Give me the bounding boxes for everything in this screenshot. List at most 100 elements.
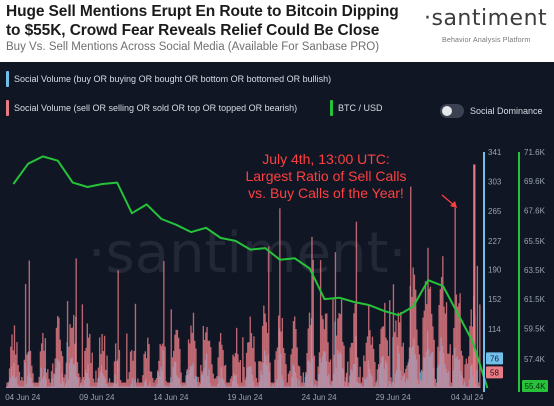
sell-volume-bar bbox=[8, 368, 11, 388]
sell-volume-bar bbox=[139, 382, 142, 388]
buy-last-value-badge: 76 bbox=[490, 354, 499, 363]
sell-volume-bar bbox=[13, 325, 16, 388]
sell-volume-bar bbox=[115, 343, 117, 388]
sell-volume-bar bbox=[186, 368, 188, 388]
sell-volume-bar bbox=[302, 372, 305, 388]
sell-volume-bar bbox=[454, 207, 456, 388]
btc-last-value-badge-bg bbox=[522, 380, 548, 392]
sell-volume-bar bbox=[227, 382, 229, 388]
sell-volume-bar bbox=[211, 364, 213, 388]
sell-volume-bar bbox=[80, 382, 82, 388]
price-axis-tick: 63.5K bbox=[524, 266, 546, 275]
sell-volume-bar bbox=[322, 319, 324, 388]
sell-volume-bar bbox=[356, 357, 359, 388]
sell-volume-bar bbox=[375, 382, 377, 388]
sell-volume-bar bbox=[321, 315, 323, 388]
social-dominance-toggle[interactable] bbox=[440, 104, 464, 118]
sell-volume-bar bbox=[426, 304, 428, 388]
sell-volume-bar bbox=[373, 348, 375, 388]
sell-volume-bar bbox=[275, 351, 277, 388]
sell-volume-bar bbox=[297, 365, 300, 388]
sell-volume-bar bbox=[340, 299, 343, 388]
sell-volume-bar bbox=[463, 378, 465, 388]
sell-volume-bar bbox=[381, 326, 384, 388]
sell-volume-bar bbox=[222, 350, 224, 388]
sell-volume-bar bbox=[444, 313, 446, 388]
sell-volume-bar bbox=[284, 353, 286, 388]
sell-volume-bar bbox=[60, 351, 63, 388]
annotation-callout: July 4th, 13:00 UTC: Largest Ratio of Se… bbox=[236, 151, 416, 202]
sell-volume-bar bbox=[253, 336, 255, 388]
sell-volume-bar bbox=[384, 302, 386, 388]
sell-volume-bar bbox=[434, 378, 437, 388]
sell-volume-bar bbox=[324, 313, 327, 388]
sell-volume-bar bbox=[296, 347, 298, 388]
sell-volume-bar bbox=[401, 346, 403, 388]
sell-volume-bar bbox=[7, 382, 9, 388]
sell-volume-bar bbox=[387, 355, 390, 388]
sell-volume-bar bbox=[268, 246, 270, 388]
sell-volume-bar bbox=[312, 259, 314, 388]
price-axis-tick: 59.5K bbox=[524, 324, 546, 333]
sell-volume-bar bbox=[255, 377, 258, 388]
sell-volume-bar bbox=[143, 353, 145, 388]
sell-volume-bar bbox=[337, 318, 339, 388]
sell-volume-bar bbox=[100, 353, 102, 388]
sell-volume-bar bbox=[61, 356, 64, 388]
volume-axis-tick: 152 bbox=[488, 295, 502, 304]
sell-volume-bar bbox=[29, 350, 32, 388]
time-axis-tick: 09 Jun 24 bbox=[79, 393, 115, 402]
sell-volume-bar bbox=[416, 329, 418, 388]
sell-volume-bar bbox=[76, 362, 79, 388]
sell-volume-bar bbox=[250, 333, 253, 388]
sell-volume-bar bbox=[379, 344, 381, 388]
sell-volume-bar bbox=[301, 382, 303, 388]
sell-volume-bar bbox=[39, 351, 42, 388]
sell-volume-bar bbox=[410, 186, 412, 388]
sell-volume-bar bbox=[455, 294, 458, 388]
sell-volume-bar bbox=[118, 350, 121, 388]
chart-title-line-2: to $55K, Crowd Fear Reveals Relief Could… bbox=[6, 22, 380, 39]
sell-volume-bar bbox=[374, 361, 376, 388]
btc-last-value-badge: 55.4K bbox=[525, 382, 547, 391]
sell-volume-bar bbox=[432, 326, 434, 388]
btc-legend-marker bbox=[330, 100, 333, 116]
sell-volume-bar bbox=[223, 365, 226, 388]
sell-volume-bar bbox=[194, 340, 196, 388]
sell-volume-bar bbox=[36, 382, 38, 388]
sell-volume-bar bbox=[359, 366, 361, 388]
social-dominance-label[interactable]: Social Dominance bbox=[470, 106, 543, 116]
sell-volume-bar bbox=[354, 303, 356, 388]
sell-volume-bar bbox=[352, 342, 354, 388]
sell-volume-bar bbox=[202, 325, 205, 388]
sell-volume-bar bbox=[49, 382, 51, 388]
sell-volume-bar bbox=[453, 327, 455, 388]
sell-volume-bar bbox=[353, 313, 355, 388]
sell-volume-bar bbox=[26, 354, 28, 388]
sell-volume-bar bbox=[260, 361, 263, 388]
buy-last-value-badge-bg bbox=[486, 352, 503, 365]
time-axis-tick: 14 Jun 24 bbox=[153, 393, 189, 402]
sell-volume-bar bbox=[96, 382, 98, 388]
sell-volume-bar bbox=[350, 342, 353, 388]
sell-volume-bar bbox=[303, 382, 306, 388]
sell-volume-bar bbox=[190, 325, 192, 388]
sell-volume-bar bbox=[240, 382, 243, 388]
sell-volume-bar bbox=[215, 378, 217, 388]
sell-volume-bar bbox=[81, 304, 84, 388]
sell-volume-bar bbox=[150, 371, 153, 388]
time-axis-tick: 29 Jun 24 bbox=[376, 393, 412, 402]
sell-volume-bar bbox=[421, 380, 423, 388]
sell-volume-bar bbox=[34, 382, 37, 388]
sell-volume-bar bbox=[137, 378, 139, 388]
sell-volume-bar bbox=[442, 256, 444, 388]
sell-volume-bar bbox=[343, 345, 345, 388]
sell-volume-bar bbox=[163, 261, 165, 388]
sell-volume-bar bbox=[271, 382, 274, 388]
sell-volume-bar bbox=[203, 340, 206, 388]
sell-volume-bar bbox=[92, 378, 95, 388]
sell-volume-bar bbox=[412, 267, 414, 388]
sell-volume-bar bbox=[19, 380, 22, 388]
sell-volume-bar bbox=[360, 382, 363, 388]
sell-volume-bar bbox=[232, 354, 234, 388]
